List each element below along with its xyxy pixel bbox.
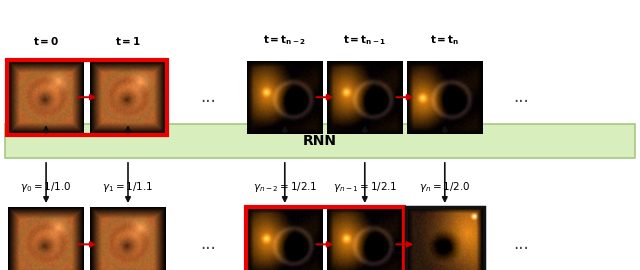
Text: ...: ... — [200, 235, 216, 253]
Text: ...: ... — [514, 88, 529, 106]
Text: $\gamma_n = 1/2.0$: $\gamma_n = 1/2.0$ — [419, 180, 470, 194]
Text: ...: ... — [514, 235, 529, 253]
Text: $\mathbf{t = 1}$: $\mathbf{t = 1}$ — [115, 35, 141, 47]
Text: $\gamma_1 = 1/1.1$: $\gamma_1 = 1/1.1$ — [102, 180, 154, 194]
Bar — [246, 207, 404, 270]
Text: $\mathbf{t = 0}$: $\mathbf{t = 0}$ — [33, 35, 60, 47]
Text: ...: ... — [200, 88, 216, 106]
Bar — [406, 207, 484, 270]
Text: $\mathbf{t = t_{n-2}}$: $\mathbf{t = t_{n-2}}$ — [263, 33, 307, 47]
Text: $\mathbf{t = t_n}$: $\mathbf{t = t_n}$ — [430, 33, 460, 47]
Bar — [5, 124, 635, 158]
Text: $\gamma_{n-1} = 1/2.1$: $\gamma_{n-1} = 1/2.1$ — [333, 180, 397, 194]
Text: $\gamma_{n-2} = 1/2.1$: $\gamma_{n-2} = 1/2.1$ — [253, 180, 317, 194]
Bar — [7, 60, 167, 135]
Text: $\gamma_0 = 1/1.0$: $\gamma_0 = 1/1.0$ — [20, 180, 72, 194]
Text: $\mathbf{t = t_{n-1}}$: $\mathbf{t = t_{n-1}}$ — [343, 33, 387, 47]
Text: RNN: RNN — [303, 134, 337, 148]
